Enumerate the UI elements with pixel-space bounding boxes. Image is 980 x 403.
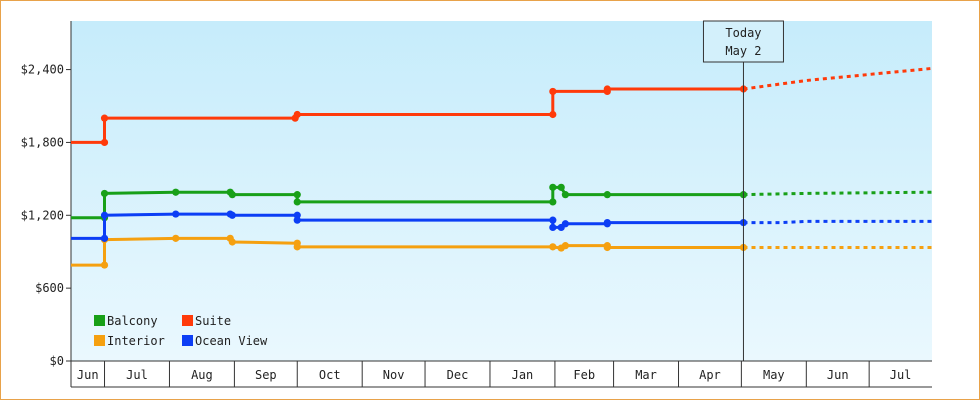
x-tick-label: Nov (383, 368, 405, 382)
forecast-line (743, 219, 932, 225)
x-tick-label: Mar (635, 368, 657, 382)
legend-swatch (182, 335, 193, 346)
data-point (549, 183, 557, 191)
legend-label: Balcony (107, 314, 158, 328)
data-point (293, 243, 301, 251)
x-tick-label: Dec (447, 368, 469, 382)
data-point (293, 110, 301, 119)
data-point (549, 216, 557, 224)
legend-label: Interior (107, 334, 165, 348)
data-point (100, 189, 109, 198)
x-tick-label: Jun (827, 368, 849, 382)
data-point (603, 85, 611, 93)
data-point (549, 223, 557, 232)
data-point (293, 198, 301, 206)
x-tick-label: May (763, 368, 785, 382)
x-tick-label: Feb (573, 368, 595, 382)
data-point (561, 191, 569, 199)
data-point (561, 220, 569, 228)
x-tick-label: Oct (319, 368, 341, 382)
forecast-line (743, 190, 933, 197)
data-point (293, 216, 301, 224)
x-tick-label: Jun (77, 368, 99, 382)
x-tick-label: Jan (512, 368, 534, 382)
x-tick-label: Jul (890, 368, 912, 382)
data-point (172, 234, 180, 242)
data-point (228, 238, 236, 246)
data-point (557, 183, 565, 191)
data-point (100, 211, 109, 219)
series-interior (71, 234, 932, 269)
series-layer (71, 66, 933, 269)
data-point (100, 114, 109, 122)
legend: Balcony Suite Interior Ocean View (94, 314, 268, 348)
today-label: Today (725, 26, 761, 40)
data-point (549, 110, 557, 119)
data-point (549, 243, 557, 251)
data-point (100, 138, 109, 147)
data-point (603, 191, 611, 199)
data-point (100, 261, 109, 269)
data-point (172, 210, 180, 218)
x-tick-label: Apr (699, 368, 721, 382)
y-tick-label: $0 (50, 354, 64, 368)
legend-swatch (94, 315, 105, 326)
today-box (702, 20, 784, 63)
today-marker: Today May 2 (702, 20, 784, 361)
y-tick-label: $600 (35, 281, 64, 295)
data-point (549, 198, 557, 206)
data-point (100, 234, 109, 242)
y-tick-label: $1,200 (21, 208, 64, 222)
today-date: May 2 (725, 44, 761, 58)
data-point (549, 87, 557, 96)
legend-label: Suite (195, 314, 231, 328)
data-point (561, 242, 569, 250)
forecast-line (743, 66, 933, 91)
data-point (293, 191, 301, 199)
axes: $0 $600 $1,200 $1,800 $2,400 Jun Jul Aug Sep Oct N… (21, 21, 932, 388)
series-balcony (71, 183, 933, 222)
x-tick-label: Aug (191, 368, 213, 382)
legend-swatch (94, 335, 105, 346)
series-suite (71, 66, 933, 147)
x-tick-label: Jul (126, 368, 148, 382)
y-tick-label: $1,800 (21, 135, 64, 149)
y-tick-label: $2,400 (21, 63, 64, 77)
legend-label: Ocean View (195, 334, 268, 348)
legend-swatch (182, 315, 193, 326)
data-point (603, 243, 611, 252)
data-point (228, 211, 236, 219)
x-tick-label: Sep (255, 368, 277, 382)
data-point (228, 191, 236, 199)
data-point (172, 188, 180, 196)
data-point (603, 218, 611, 227)
